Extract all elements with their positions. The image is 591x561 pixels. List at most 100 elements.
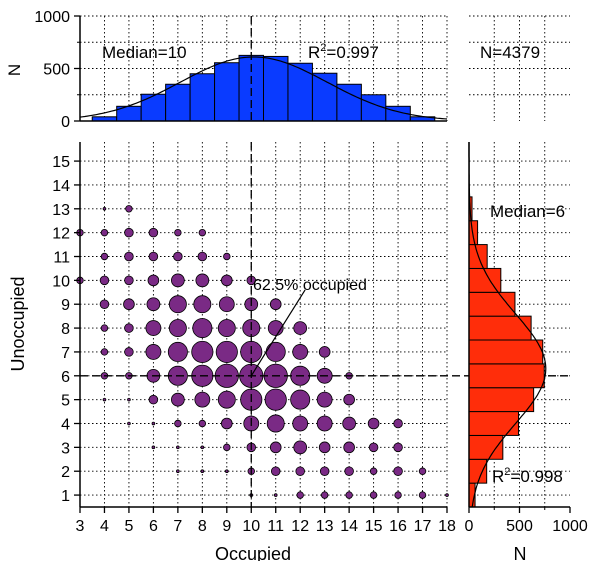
bubble-annotation-label: 62.5% occupied xyxy=(253,277,367,294)
main-x-tick-label: 12 xyxy=(291,518,309,535)
top-r2-value: =0.997 xyxy=(326,43,378,62)
bubble-point xyxy=(264,388,287,411)
main-x-tick-label: 5 xyxy=(124,518,133,535)
bubble-point xyxy=(445,493,449,497)
bubble-point xyxy=(369,467,378,475)
bubble-point xyxy=(124,251,134,262)
right-x-axis-label: N xyxy=(514,544,527,561)
main-x-tick-label: 15 xyxy=(365,518,383,535)
right-x-tick-label: 1000 xyxy=(552,518,588,535)
top-r2-sup: 2 xyxy=(320,42,326,54)
bubble-point xyxy=(225,469,229,474)
right-r2-value: =0.998 xyxy=(510,467,562,486)
bubble-point xyxy=(344,466,354,476)
main-x-tick-label: 4 xyxy=(100,518,109,535)
bubble-point xyxy=(418,467,427,475)
main-y-tick-label: 11 xyxy=(53,250,70,267)
main-x-tick-label: 8 xyxy=(198,518,207,535)
bubble-point xyxy=(218,296,235,313)
bubble-point xyxy=(345,491,353,499)
top-hist-bar xyxy=(165,83,191,122)
right-median-label: Median=6 xyxy=(490,202,565,221)
bubble-point xyxy=(167,341,188,362)
main-y-tick-label: 9 xyxy=(61,297,70,314)
bubble-point xyxy=(191,340,214,363)
bubble-point xyxy=(393,466,403,476)
bubble-point xyxy=(273,493,278,497)
bubble-point xyxy=(100,324,109,332)
bubble-point xyxy=(293,440,308,455)
bubble-point xyxy=(293,321,308,335)
top-hist-bar xyxy=(140,93,167,122)
main-x-tick-label: 18 xyxy=(438,518,456,535)
right-hist-bar xyxy=(468,363,545,389)
main-y-tick-label: 3 xyxy=(61,440,70,457)
bubble-point xyxy=(394,491,402,499)
bubble-point xyxy=(174,419,182,428)
top-hist-bar xyxy=(214,62,240,122)
bubble-point xyxy=(319,466,330,476)
bubble-point xyxy=(102,206,107,211)
right-hist-bar xyxy=(468,339,544,365)
main-x-axis-label: Occupied xyxy=(215,544,291,561)
bubble-point xyxy=(318,441,331,454)
bubble-point xyxy=(221,417,233,430)
n-total-label: N=4379 xyxy=(480,43,540,62)
right-r2-label: R2=0.998 xyxy=(492,466,563,486)
bubble-point xyxy=(145,344,162,360)
bubble-point xyxy=(343,393,355,406)
bubble-point xyxy=(195,273,210,288)
main-x-tick-label: 16 xyxy=(389,518,407,535)
right-hist-bar xyxy=(468,411,519,436)
bubble-point xyxy=(200,445,205,450)
bubble-point xyxy=(369,491,378,499)
bubble-point xyxy=(176,445,180,450)
bubble-point xyxy=(145,320,162,336)
bubble-point xyxy=(320,491,329,499)
right-fit-curve xyxy=(468,142,547,508)
bubble-point xyxy=(368,442,379,453)
main-y-tick-label: 14 xyxy=(52,178,70,195)
bubble-point xyxy=(418,491,427,499)
top-hist-bar xyxy=(287,62,313,122)
bubble-point xyxy=(100,228,109,237)
bubble-point xyxy=(367,417,380,430)
bubble-point xyxy=(342,416,356,431)
right-hist-bar xyxy=(468,387,535,413)
main-x-tick-label: 13 xyxy=(316,518,334,535)
bubble-point xyxy=(393,418,403,429)
right-r2-sup: 2 xyxy=(504,466,510,478)
bubble-point xyxy=(223,252,231,261)
bubble-point xyxy=(151,445,156,450)
bubble-point xyxy=(217,390,236,409)
bubble-point xyxy=(124,323,134,333)
bubble-point xyxy=(125,205,133,213)
main-x-tick-label: 9 xyxy=(222,518,231,535)
top-y-axis-label: N xyxy=(5,64,24,76)
bubble-point xyxy=(221,274,233,287)
main-y-tick-label: 15 xyxy=(52,154,70,171)
bubble-point xyxy=(295,466,305,476)
top-fit-curve xyxy=(79,56,448,120)
right-hist-bar xyxy=(468,434,504,460)
bubble-point xyxy=(200,469,205,474)
bubble-point xyxy=(171,392,185,407)
bubble-point xyxy=(124,347,134,357)
bubble-point xyxy=(99,299,110,309)
right-histogram-panel: 0 500 1000 xyxy=(465,142,588,535)
bubble-point xyxy=(127,397,131,402)
bubble-point xyxy=(127,421,131,426)
bubble-point xyxy=(173,251,183,262)
bubble-chart-panel: 3 4 5 6 7 8 9 10 11 12 13 14 15 16 17 18123456789101112… xyxy=(52,142,570,535)
bubble-point xyxy=(171,273,185,288)
bubble-point xyxy=(215,340,238,363)
main-y-tick-label: 13 xyxy=(52,202,70,219)
top-r2-prefix: R xyxy=(308,43,320,62)
right-hist-bar xyxy=(468,220,479,246)
bubble-point xyxy=(217,319,236,338)
top-hist-bar xyxy=(263,55,289,122)
bubble-point xyxy=(318,346,331,358)
bubble-point xyxy=(124,227,134,238)
main-y-tick-label: 8 xyxy=(61,321,70,338)
